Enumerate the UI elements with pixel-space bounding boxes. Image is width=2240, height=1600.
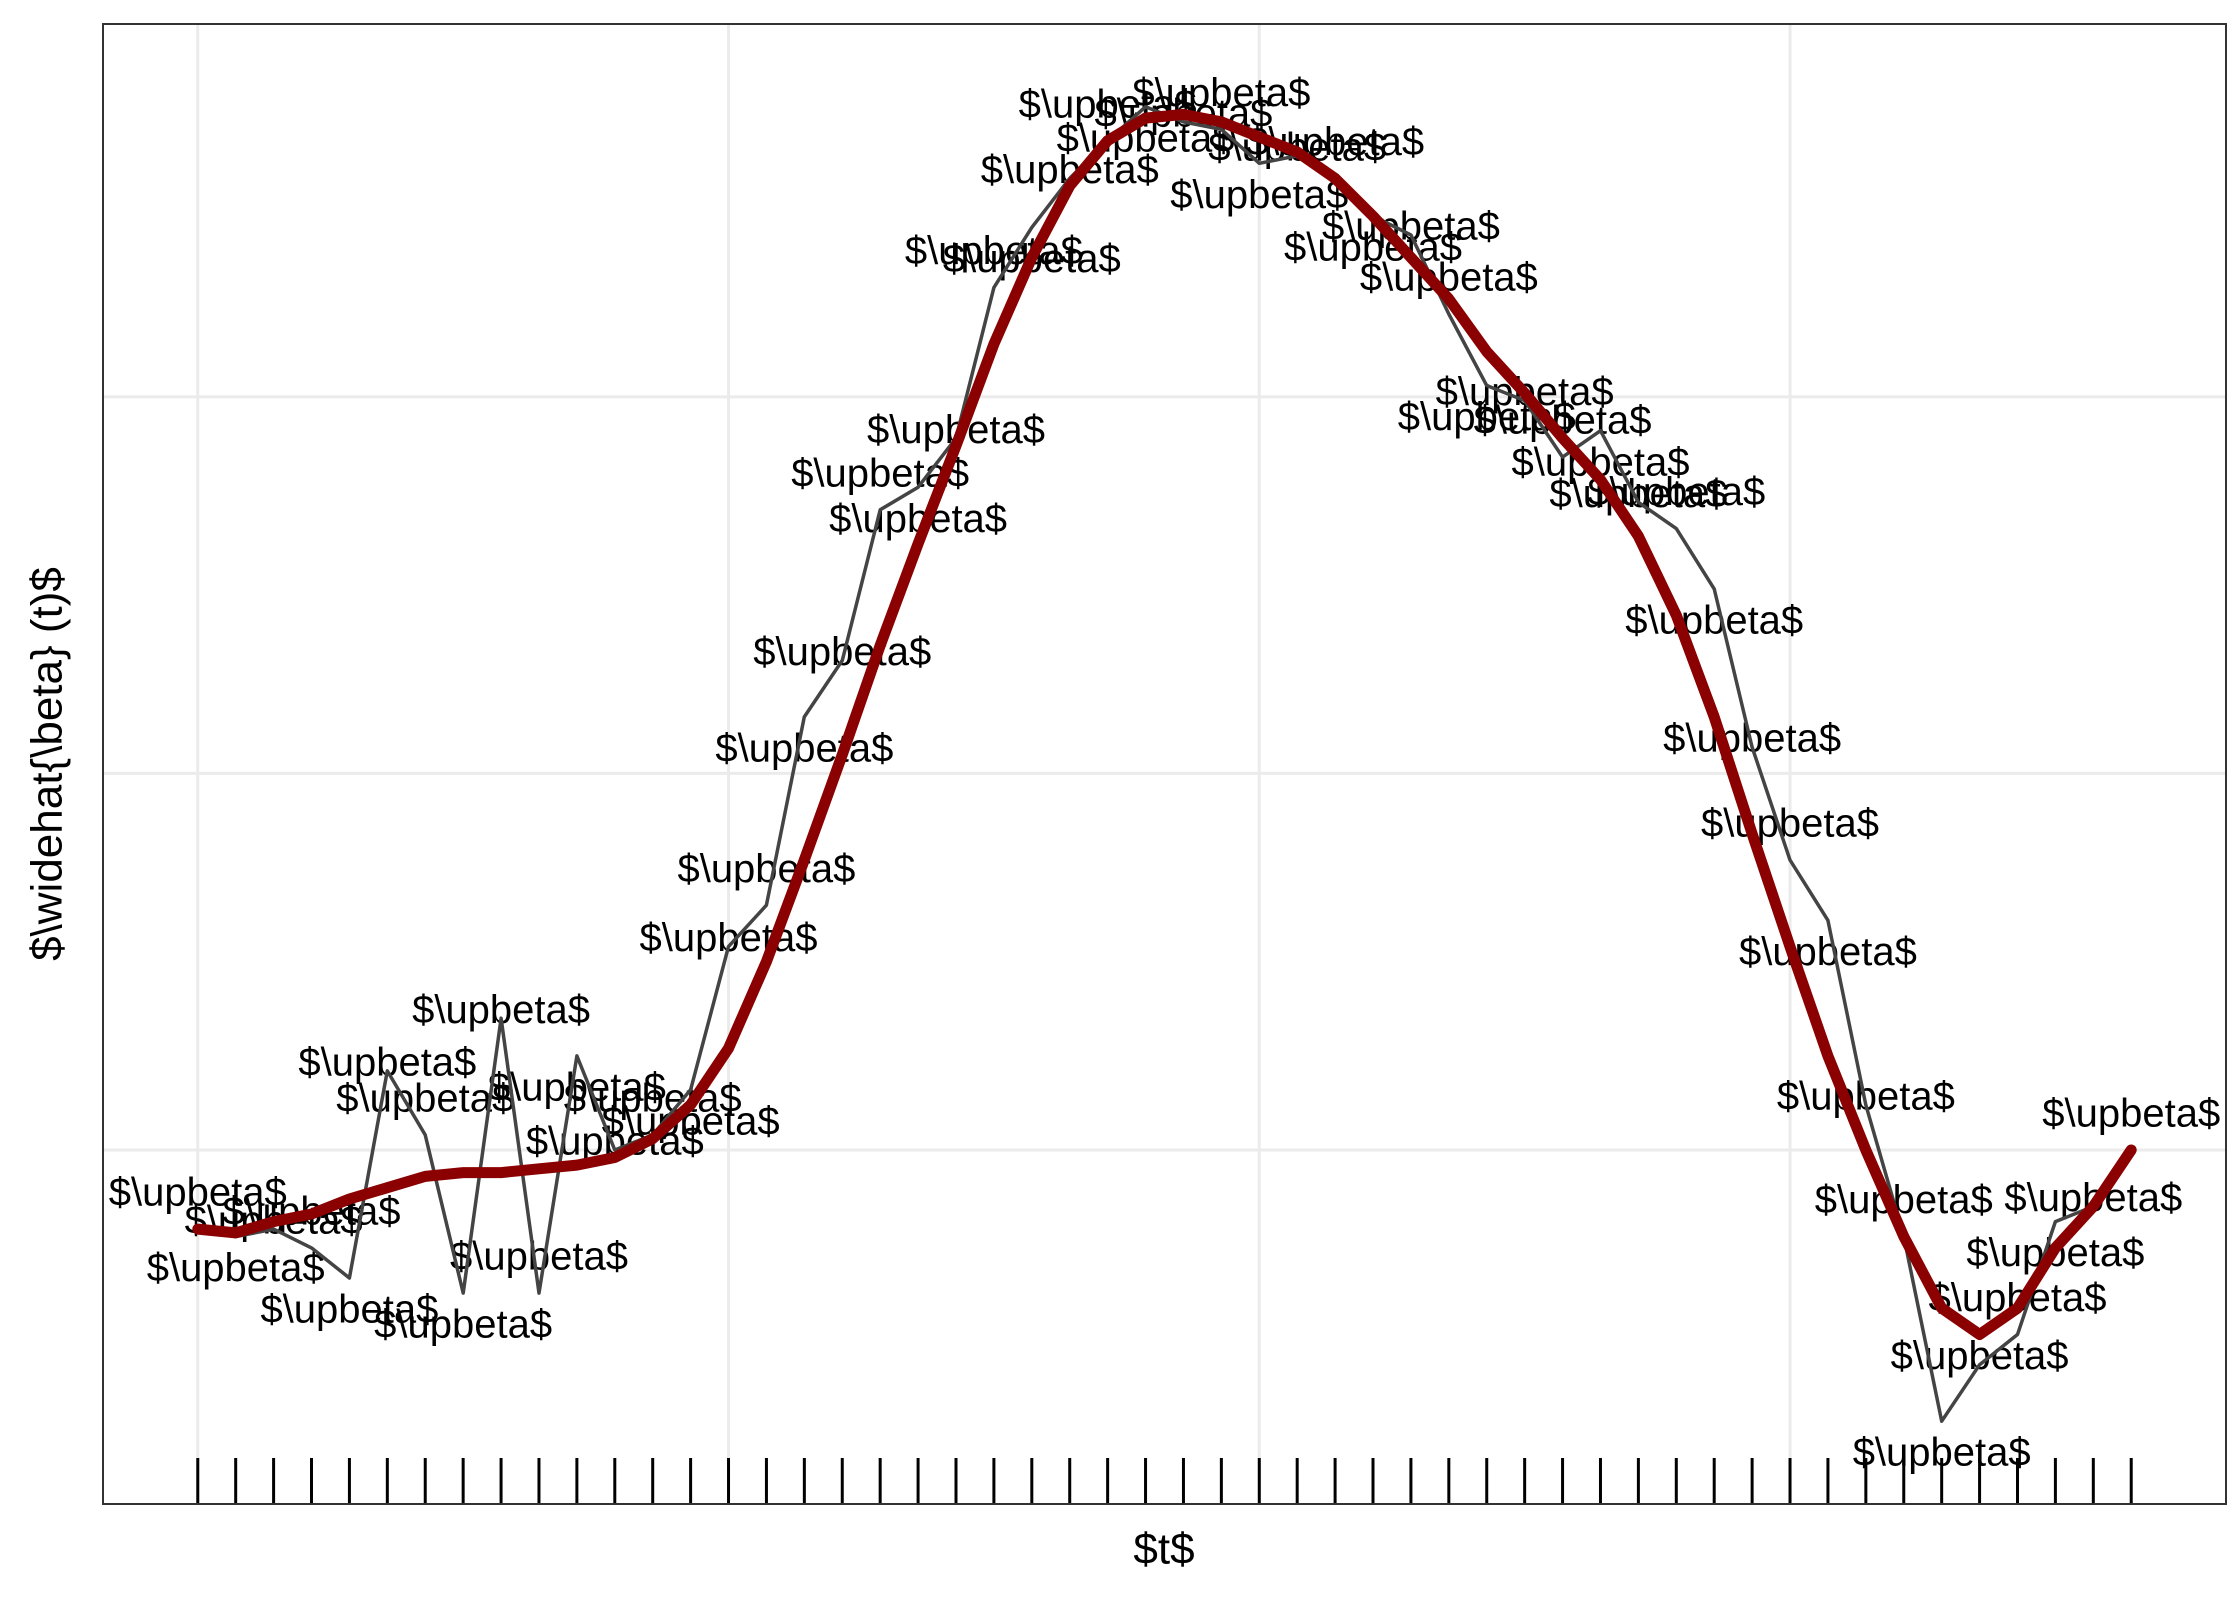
point-label: $\upbeta$ xyxy=(374,1303,552,1347)
point-label: $\upbeta$ xyxy=(2042,1092,2220,1136)
point-label: $\upbeta$ xyxy=(1549,472,1727,516)
smooth-curve xyxy=(192,108,2137,1340)
point-label: $\upbeta$ xyxy=(1853,1431,2031,1475)
point-label: $\upbeta$ xyxy=(1625,598,1803,642)
data-line xyxy=(196,105,2133,1423)
point-label: $\upbeta$ xyxy=(488,1065,666,1109)
point-label: $\upbeta$ xyxy=(109,1171,287,1215)
point-label: $\upbeta$ xyxy=(1739,930,1917,974)
x-axis-title: $t$ xyxy=(1133,1525,1194,1574)
point-label: $\upbeta$ xyxy=(1170,173,1348,217)
point-label: $\upbeta$ xyxy=(1284,226,1462,270)
point-label: $\upbeta$ xyxy=(1815,1178,1993,1222)
point-label: $\upbeta$ xyxy=(715,726,893,770)
point-label: $\upbeta$ xyxy=(260,1288,438,1332)
point-label: $\upbeta$ xyxy=(905,229,1083,273)
y-axis-title: $\widehat{\beta} (t)$ xyxy=(23,567,72,961)
point-label: $\upbeta$ xyxy=(147,1246,325,1290)
point-label: $\upbeta$ xyxy=(640,916,818,960)
plot-border xyxy=(102,23,2227,1505)
point-label: $\upbeta$ xyxy=(1132,71,1310,115)
point-label: $\upbeta$ xyxy=(677,847,855,891)
point-label: $\upbeta$ xyxy=(1701,802,1879,846)
point-label: $\upbeta$ xyxy=(1891,1334,2069,1378)
point-label: $\upbeta$ xyxy=(753,630,931,674)
point-label: $\upbeta$ xyxy=(1663,717,1841,761)
point-label: $\upbeta$ xyxy=(336,1077,514,1121)
point-label: $\upbeta$ xyxy=(450,1235,628,1279)
point-label: $\upbeta$ xyxy=(1322,204,1500,248)
